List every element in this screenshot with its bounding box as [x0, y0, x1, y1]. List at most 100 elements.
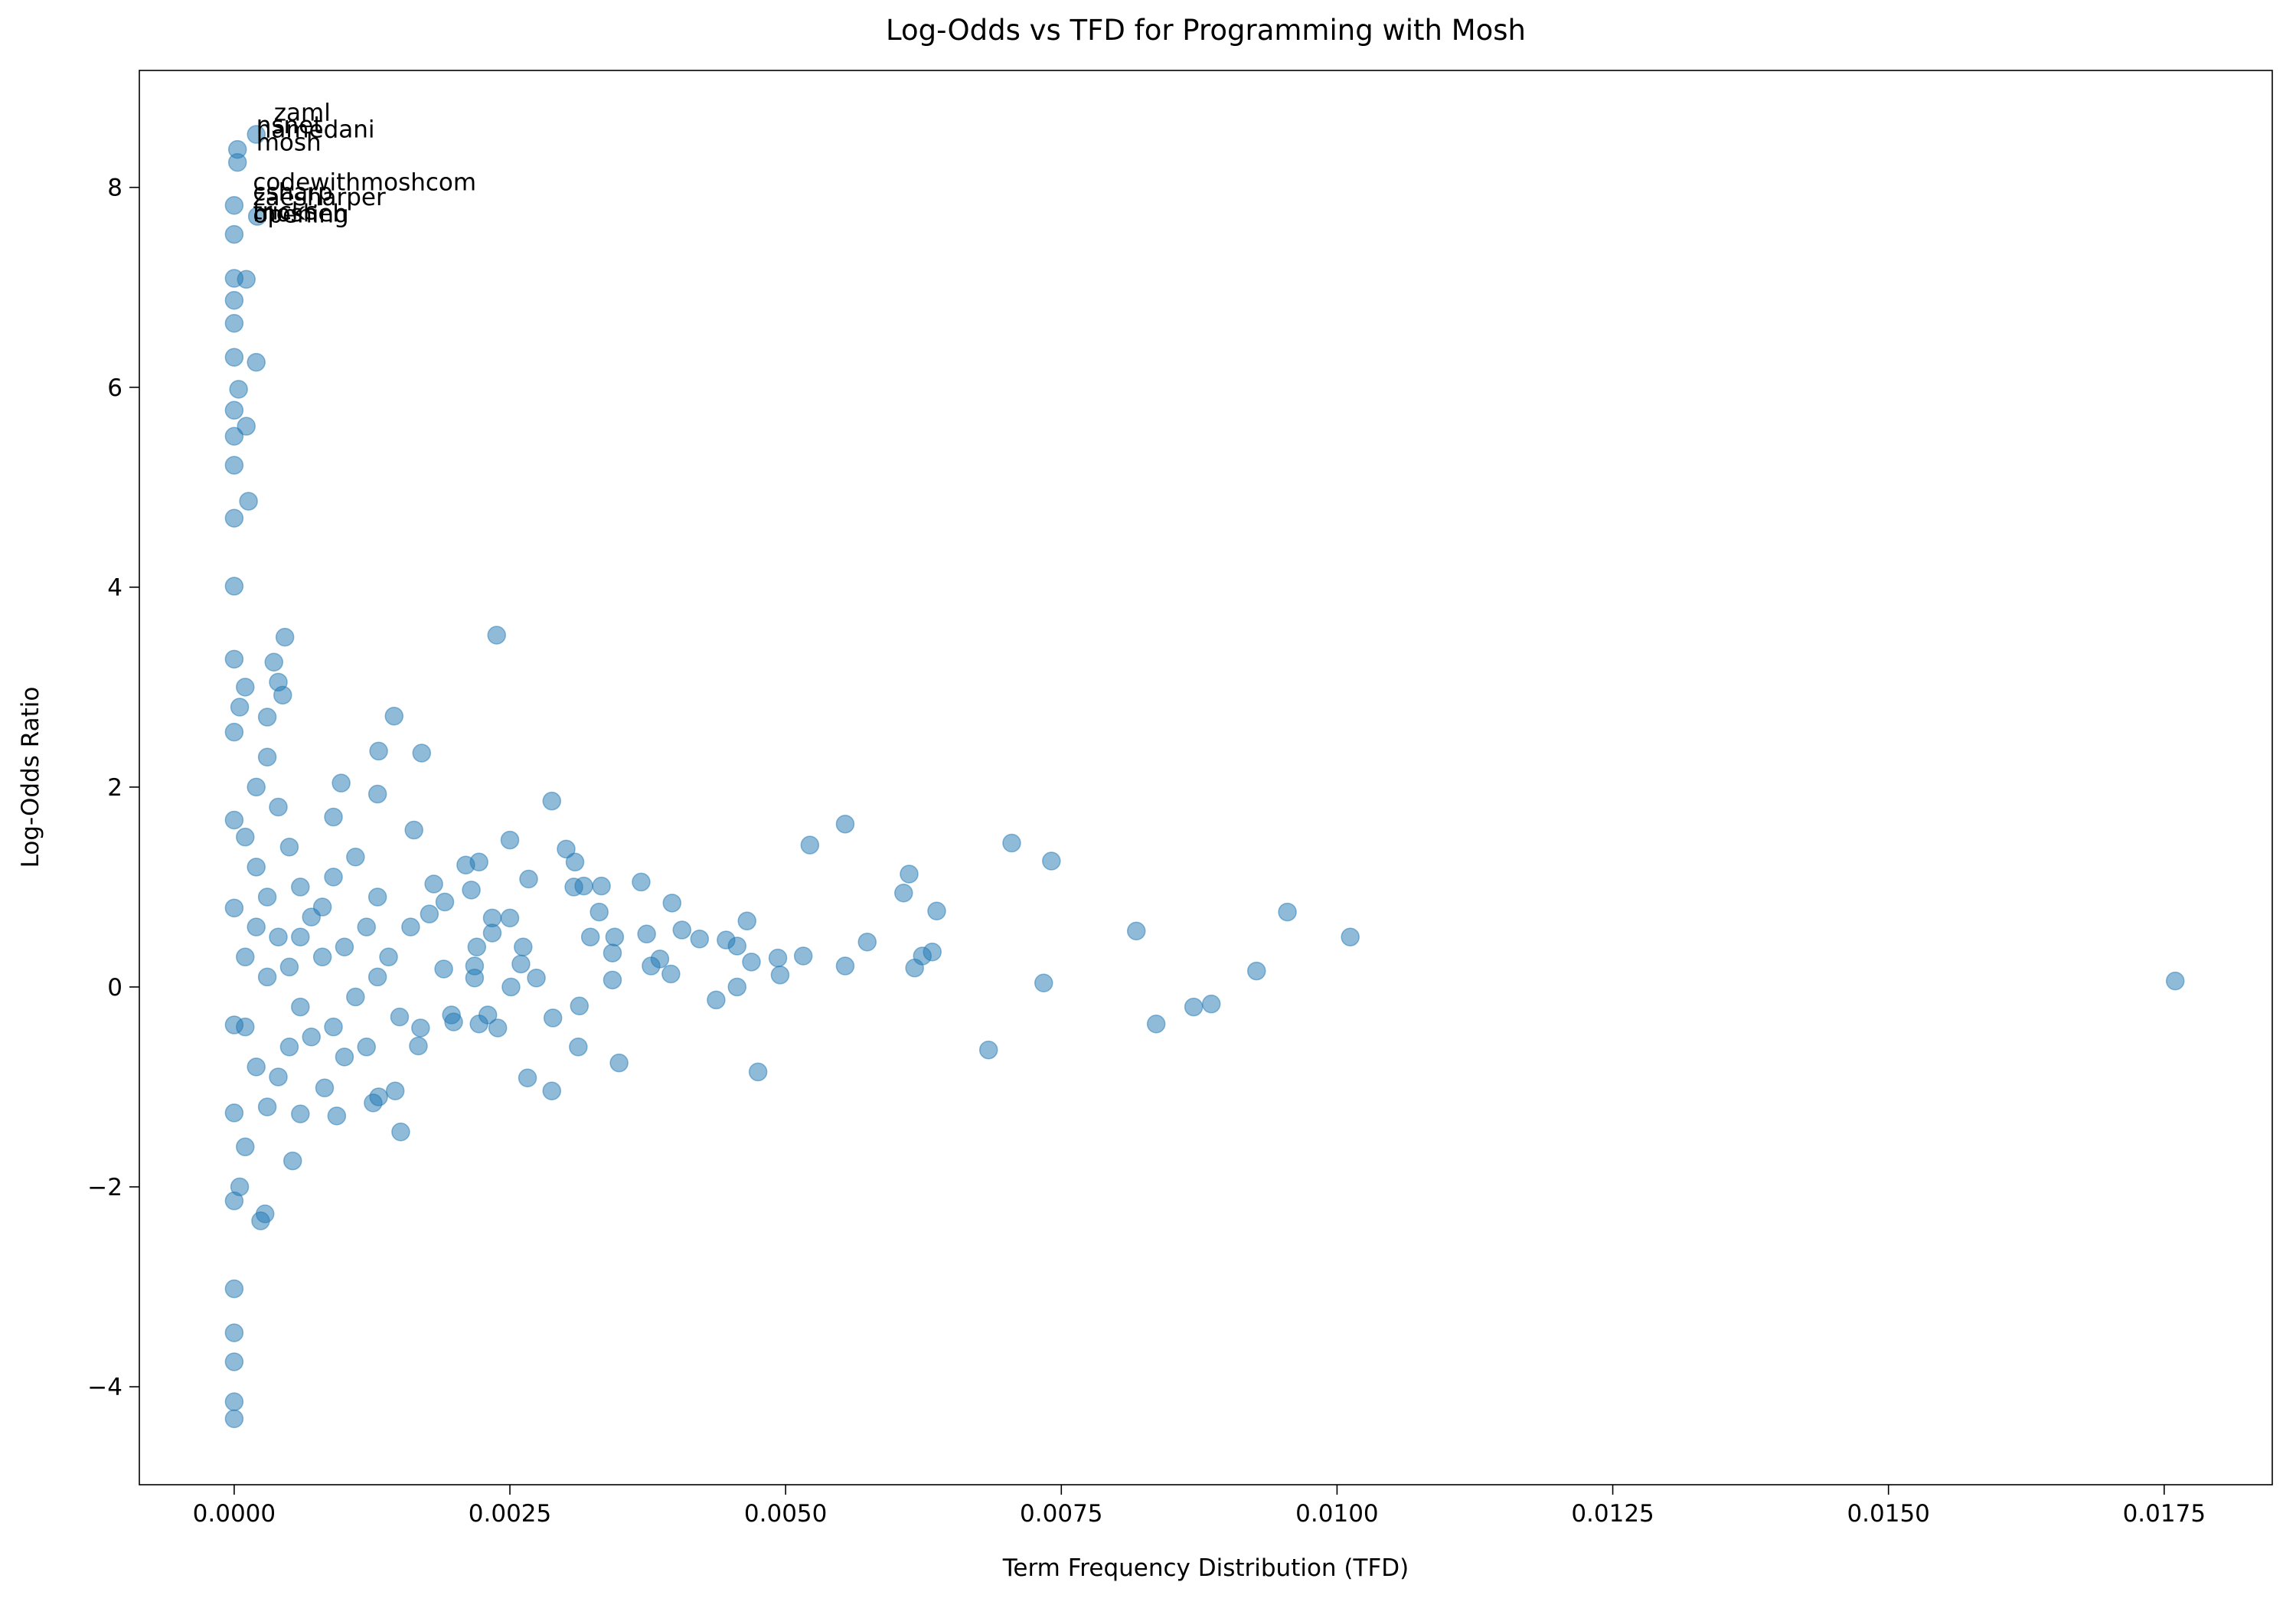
x-tick-label: 0.0075 — [1020, 1500, 1102, 1528]
point — [357, 1038, 377, 1057]
point — [391, 1122, 410, 1142]
point — [590, 902, 609, 922]
point — [346, 848, 365, 867]
point — [279, 1038, 299, 1057]
point — [269, 797, 288, 817]
point — [905, 958, 924, 978]
point — [527, 968, 546, 988]
point — [257, 887, 277, 907]
point — [564, 878, 583, 897]
point — [500, 830, 520, 850]
plot-frame — [139, 70, 2273, 1485]
point — [283, 1151, 302, 1171]
point — [1278, 902, 1297, 922]
point — [580, 927, 600, 946]
point — [357, 917, 377, 936]
point — [2165, 971, 2185, 991]
point — [456, 855, 475, 874]
point — [487, 626, 506, 645]
point — [269, 927, 288, 946]
point — [257, 708, 277, 727]
y-tick-label: 0 — [107, 974, 122, 1002]
point — [224, 1392, 244, 1411]
annotation: codewithmoshcom — [253, 169, 476, 197]
point — [224, 195, 244, 215]
point — [257, 967, 277, 987]
point — [230, 698, 250, 717]
y-tick-label: −4 — [87, 1374, 122, 1401]
annotation: mosh — [256, 129, 322, 156]
point — [420, 904, 439, 923]
point — [291, 1104, 310, 1123]
point — [257, 747, 277, 766]
point — [227, 152, 247, 172]
point — [312, 947, 332, 967]
point — [465, 968, 485, 988]
point — [247, 917, 266, 936]
point — [742, 953, 761, 972]
point — [327, 1106, 347, 1126]
annotation: csharp — [253, 179, 332, 207]
point — [662, 894, 682, 913]
point — [672, 920, 691, 940]
point — [737, 911, 756, 931]
point — [1034, 973, 1053, 992]
point — [224, 1409, 244, 1429]
annotation: nsnet — [256, 112, 323, 139]
annotation: mosheh — [253, 200, 348, 227]
point — [1247, 961, 1266, 981]
point — [488, 1018, 508, 1038]
point — [557, 839, 576, 859]
point — [793, 946, 813, 966]
x-tick-label: 0.0125 — [1571, 1500, 1654, 1528]
point — [609, 1053, 629, 1073]
x-tick-label: 0.0025 — [469, 1500, 551, 1528]
point — [291, 927, 310, 946]
point — [369, 741, 388, 761]
point — [632, 872, 651, 892]
point — [603, 943, 622, 963]
point — [542, 791, 562, 811]
point — [247, 207, 267, 226]
point — [384, 706, 404, 726]
point — [224, 1279, 244, 1299]
point — [1184, 997, 1204, 1017]
point — [224, 313, 244, 333]
point — [291, 878, 310, 897]
point — [857, 932, 877, 952]
point — [230, 1177, 250, 1197]
point — [603, 970, 622, 990]
point — [237, 417, 256, 436]
point — [379, 947, 398, 967]
x-tick-label: 0.0050 — [744, 1500, 827, 1528]
point — [224, 1323, 244, 1342]
point — [224, 400, 244, 420]
point — [835, 814, 855, 834]
point — [592, 876, 611, 896]
point — [900, 864, 919, 884]
y-tick-label: 4 — [107, 574, 122, 602]
point — [1201, 994, 1221, 1014]
point — [335, 937, 354, 956]
point — [511, 954, 531, 974]
point — [482, 923, 502, 943]
point — [367, 887, 387, 907]
point — [291, 997, 310, 1017]
point — [224, 456, 244, 475]
y-tick-label: 2 — [107, 774, 122, 802]
point — [409, 1036, 428, 1056]
point — [519, 869, 538, 889]
point — [442, 1005, 461, 1025]
point — [435, 892, 455, 912]
point — [264, 652, 283, 672]
point — [462, 881, 481, 900]
point — [542, 1081, 562, 1100]
annotation: tricks — [253, 198, 318, 225]
point — [302, 907, 321, 927]
point — [247, 125, 266, 144]
x-tick-label: 0.0175 — [2123, 1500, 2206, 1528]
point — [637, 924, 656, 944]
point — [467, 937, 487, 956]
point — [367, 967, 387, 987]
x-tick-label: 0.0100 — [1295, 1500, 1378, 1528]
